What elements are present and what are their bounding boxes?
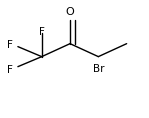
Text: O: O: [66, 7, 74, 17]
Text: F: F: [7, 65, 13, 75]
Text: F: F: [39, 27, 45, 37]
Text: F: F: [7, 40, 13, 50]
Text: Br: Br: [93, 64, 104, 74]
